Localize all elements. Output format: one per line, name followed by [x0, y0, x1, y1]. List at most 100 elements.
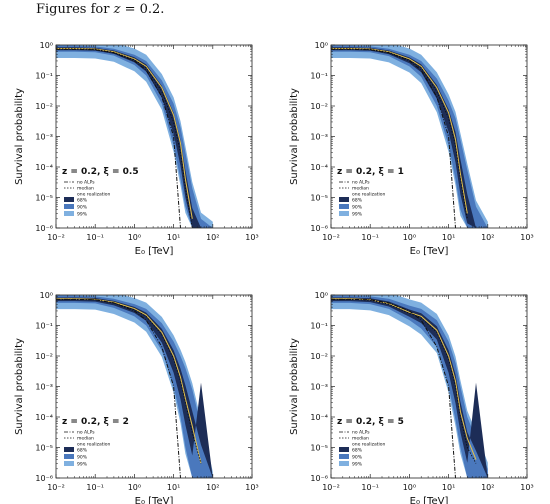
ytick-label-2-5: 10⁻⁵: [310, 194, 328, 203]
xtick-label-2-1: 10⁻¹: [361, 233, 379, 242]
band-68-3: [56, 297, 213, 478]
band-68-2: [331, 47, 488, 228]
legend-label-1-3: 68%: [77, 198, 88, 204]
ytick-label-4-3: 10⁻³: [310, 383, 328, 392]
ytick-label-2-6: 10⁻⁶: [310, 224, 328, 233]
panel-annotation-1: z = 0.2, ξ = 0.5: [62, 167, 139, 177]
xtick-label-1-3: 10¹: [167, 233, 180, 242]
no-alps-line-2: [331, 48, 457, 228]
xtick-label-1-1: 10⁻¹: [86, 233, 104, 242]
legend-label-3-3: 68%: [77, 448, 88, 454]
legend-swatch-3-3: [64, 447, 74, 452]
no-alps-line-1: [56, 48, 182, 228]
ytick-label-3-3: 10⁻³: [35, 383, 53, 392]
plot-area-2: [331, 45, 488, 228]
xtick-label-3-4: 10²: [206, 483, 219, 492]
ytick-label-1-4: 10⁻⁴: [35, 163, 53, 172]
band-99-4: [331, 295, 488, 478]
plot-area-3: [56, 295, 213, 478]
ytick-label-1-6: 10⁻⁶: [35, 224, 53, 233]
xtick-label-4-2: 10⁰: [403, 483, 416, 492]
ytick-label-4-6: 10⁻⁶: [310, 474, 328, 483]
band-90-2: [331, 45, 488, 228]
legend-swatch-1-5: [64, 211, 74, 216]
chart-panel-1: 10⁻² 10⁻¹ 10⁰ 10¹ 10² 10³ 10⁰ 10⁻¹ 10⁻² 10⁻³ 10⁻⁴ 1…: [14, 41, 259, 257]
caption-prefix: Figures for: [36, 2, 110, 17]
xtick-label-2-0: 10⁻²: [322, 233, 340, 242]
x-axis-label-3: E₀ [TeV]: [135, 496, 174, 504]
ytick-label-3-0: 10⁰: [40, 291, 53, 300]
one-realization-line-2: [331, 47, 468, 214]
chart-panel-4: 10⁻² 10⁻¹ 10⁰ 10¹ 10² 10³ 10⁰ 10⁻¹ 10⁻² 10⁻³ 10⁻⁴ 1…: [289, 291, 534, 504]
plot-area-1: [56, 45, 213, 228]
xtick-label-4-1: 10⁻¹: [361, 483, 379, 492]
ytick-label-3-1: 10⁻¹: [35, 322, 53, 331]
y-axis-label-2: Survival probability: [289, 88, 300, 185]
legend-label-3-4: 90%: [77, 455, 88, 461]
median-line-3: [56, 298, 202, 464]
xtick-label-1-4: 10²: [206, 233, 219, 242]
ytick-label-1-0: 10⁰: [40, 41, 53, 50]
legend-label-1-1: median: [77, 186, 94, 192]
xtick-label-3-1: 10⁻¹: [86, 483, 104, 492]
legend-swatch-3-5: [64, 461, 74, 466]
median-line-4: [331, 298, 477, 464]
ytick-label-1-2: 10⁻²: [35, 102, 53, 111]
legend-swatch-4-4: [339, 454, 349, 459]
legend-swatch-4-5: [339, 461, 349, 466]
ytick-label-2-1: 10⁻¹: [310, 72, 328, 81]
xtick-label-3-5: 10³: [245, 483, 258, 492]
ytick-label-2-2: 10⁻²: [310, 102, 328, 111]
xtick-label-1-5: 10³: [245, 233, 258, 242]
legend-label-2-5: 99%: [352, 212, 363, 218]
xtick-label-2-5: 10³: [520, 233, 533, 242]
legend-swatch-4-3: [339, 447, 349, 452]
figure-caption: Figures for z = 0.2.: [36, 2, 164, 17]
band-99-3: [56, 295, 213, 478]
xtick-label-1-0: 10⁻²: [47, 233, 65, 242]
panel-annotation-3: z = 0.2, ξ = 2: [62, 417, 129, 427]
ytick-label-4-1: 10⁻¹: [310, 322, 328, 331]
xtick-label-1-2: 10⁰: [128, 233, 141, 242]
legend-label-1-0: no ALPs: [77, 180, 95, 186]
ytick-label-3-2: 10⁻²: [35, 352, 53, 361]
panel-annotation-2: z = 0.2, ξ = 1: [337, 167, 404, 177]
xtick-label-3-2: 10⁰: [128, 483, 141, 492]
ytick-label-4-2: 10⁻²: [310, 352, 328, 361]
legend-label-4-2: one realization: [352, 442, 385, 448]
ytick-label-1-3: 10⁻³: [35, 133, 53, 142]
x-axis-label-1: E₀ [TeV]: [135, 246, 174, 257]
ytick-label-4-0: 10⁰: [315, 291, 328, 300]
legend-label-4-1: median: [352, 436, 369, 442]
median-line-1: [56, 48, 193, 228]
y-axis-label-1: Survival probability: [14, 88, 25, 185]
xtick-label-4-0: 10⁻²: [322, 483, 340, 492]
legend-swatch-2-4: [339, 204, 349, 209]
ytick-label-1-1: 10⁻¹: [35, 72, 53, 81]
ytick-label-3-4: 10⁻⁴: [35, 413, 53, 422]
ytick-label-1-5: 10⁻⁵: [35, 194, 53, 203]
legend-swatch-1-4: [64, 204, 74, 209]
chart-panel-3: 10⁻² 10⁻¹ 10⁰ 10¹ 10² 10³ 10⁰ 10⁻¹ 10⁻² 10⁻³ 10⁻⁴ 1…: [14, 291, 259, 504]
legend-label-3-2: one realization: [77, 442, 110, 448]
legend-label-1-5: 99%: [77, 212, 88, 218]
xtick-label-4-4: 10²: [481, 483, 494, 492]
xtick-label-4-5: 10³: [520, 483, 533, 492]
chart-panel-2: 10⁻² 10⁻¹ 10⁰ 10¹ 10² 10³ 10⁰ 10⁻¹ 10⁻² 10⁻³ 10⁻⁴ 1…: [289, 41, 534, 257]
band-90-1: [56, 45, 213, 228]
legend-label-2-4: 90%: [352, 205, 363, 211]
xtick-label-2-4: 10²: [481, 233, 494, 242]
one-realization-line-1: [56, 47, 193, 219]
legend-label-3-1: median: [77, 436, 94, 442]
median-line-2: [331, 48, 468, 219]
legend-label-2-0: no ALPs: [352, 180, 370, 186]
legend-swatch-2-5: [339, 211, 349, 216]
legend-label-2-1: median: [352, 186, 369, 192]
no-alps-line-3: [56, 298, 182, 478]
ytick-label-4-4: 10⁻⁴: [310, 413, 328, 422]
caption-rest: = 0.2.: [120, 2, 165, 17]
